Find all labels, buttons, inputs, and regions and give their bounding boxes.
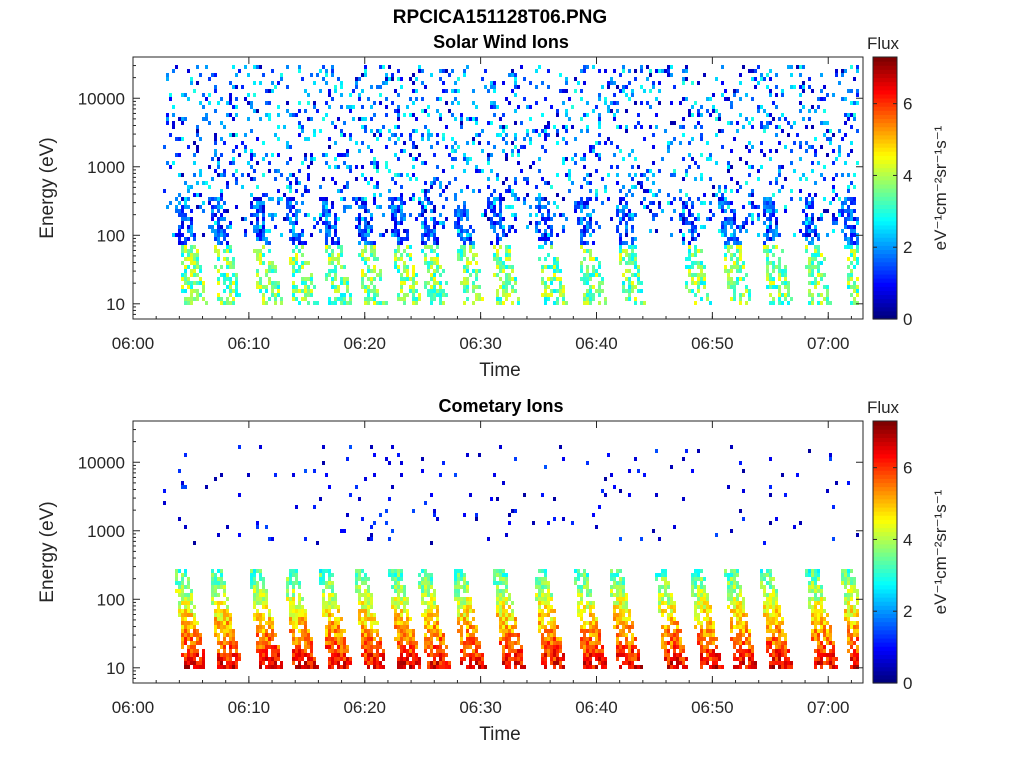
- plot-area: [133, 421, 863, 683]
- panel-title: Cometary Ions: [438, 396, 563, 416]
- colorbar-tick-label: 2: [903, 602, 912, 621]
- colorbar-unit-label: eV⁻¹cm⁻²sr⁻¹s⁻¹: [931, 125, 950, 250]
- x-tick-label: 06:50: [691, 334, 734, 353]
- y-tick-label: 100: [97, 226, 125, 245]
- panel-title: Solar Wind Ions: [433, 32, 569, 52]
- y-axis-label: Energy (eV): [37, 137, 58, 238]
- x-tick-label: 06:30: [459, 334, 502, 353]
- y-tick-label: 10: [106, 659, 125, 678]
- figure-title: RPCICA151128T06.PNG: [392, 7, 608, 28]
- x-axis-label: Time: [479, 360, 521, 381]
- colorbar: 0 2 4 6 Flux eV⁻¹cm⁻²sr⁻¹s⁻¹: [867, 398, 950, 693]
- x-tick-label: 07:00: [807, 698, 850, 717]
- y-tick-label: 1000: [87, 522, 125, 541]
- colorbar-tick-label: 6: [903, 459, 912, 478]
- x-tick-label: 06:40: [575, 334, 618, 353]
- x-axis-label: Time: [479, 724, 521, 745]
- colorbar: 0 2 4 6 Flux eV⁻¹cm⁻²sr⁻¹s⁻¹: [867, 34, 950, 329]
- x-tick-label: 06:00: [112, 698, 155, 717]
- colorbar-tick-label: 4: [903, 166, 912, 185]
- colorbar-tick-label: 4: [903, 530, 912, 549]
- x-tick-label: 06:00: [112, 334, 155, 353]
- panel-cometary: 06:00 06:10 06:20 06:30 06:40 06:50 07:00 10 100…: [37, 396, 950, 745]
- colorbar-unit-label: eV⁻¹cm⁻²sr⁻¹s⁻¹: [931, 489, 950, 614]
- colorbar-tick-label: 0: [903, 310, 912, 329]
- y-axis-label: Energy (eV): [37, 501, 58, 602]
- colorbar-title: Flux: [867, 34, 900, 53]
- colorbar-tick-label: 2: [903, 238, 912, 257]
- plot-frame: [132, 56, 864, 320]
- x-tick-label: 06:10: [228, 334, 271, 353]
- x-tick-label: 06:10: [228, 698, 271, 717]
- y-tick-label: 100: [97, 590, 125, 609]
- plot-frame: [132, 420, 864, 684]
- colorbar-tick-label: 6: [903, 95, 912, 114]
- colorbar-tick-label: 0: [903, 674, 912, 693]
- heatmap-cells: [163, 445, 859, 669]
- y-tick-label: 1000: [87, 158, 125, 177]
- y-tick-label: 10000: [78, 453, 125, 472]
- x-tick-label: 06:20: [343, 698, 386, 717]
- colorbar-title: Flux: [867, 398, 900, 417]
- x-tick-label: 07:00: [807, 334, 850, 353]
- x-tick-label: 06:40: [575, 698, 618, 717]
- x-tick-label: 06:50: [691, 698, 734, 717]
- y-tick-label: 10: [106, 295, 125, 314]
- x-tick-label: 06:20: [343, 334, 386, 353]
- panel-solar-wind: 06:00 06:10 06:20 06:30 06:40 06:50 07:00 10 100…: [37, 32, 950, 381]
- y-tick-label: 10000: [78, 89, 125, 108]
- heatmap-cells: [163, 65, 859, 305]
- x-tick-label: 06:30: [459, 698, 502, 717]
